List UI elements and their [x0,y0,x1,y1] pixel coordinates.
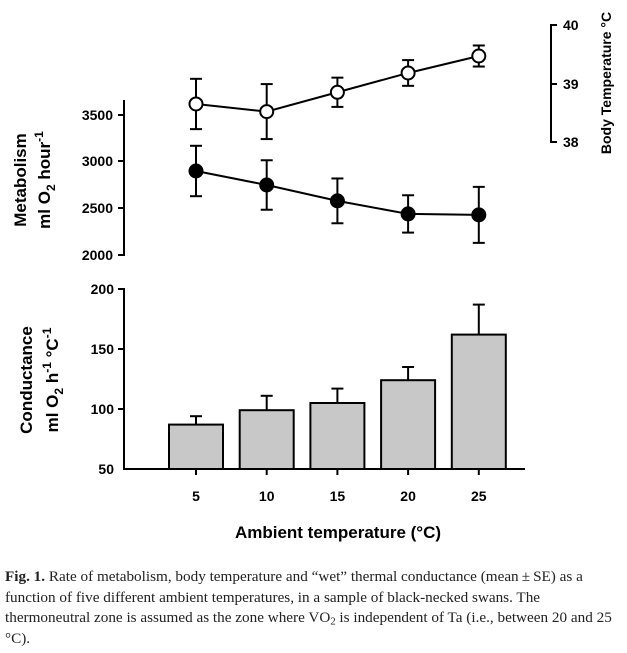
conductance-axis-unit: ml O2 h-1 °C-1 [40,327,66,432]
x-tick-label: 15 [330,488,346,504]
x-tick-label: 10 [259,488,275,504]
figure-label: Fig. 1. [5,568,46,585]
conductance-tick-label: 100 [91,401,115,417]
metabolism-tick-label: 2500 [82,200,113,216]
caption-text: Rate of metabolism, body temperature and… [5,568,583,627]
x-tick-label: 25 [471,488,487,504]
figure-chart: 3500 3000 2500 2000 Metabolism ml O2 hou… [11,12,614,542]
body-temperature-tick-label: 38 [563,134,579,150]
body-temperature-point [329,84,345,100]
x-tick-label: 5 [192,488,200,504]
conductance-axis-label: Conductance [17,326,36,434]
body-temperature-point [400,65,416,81]
conductance-error-bar [260,394,273,411]
body-temperature-point [471,48,487,64]
body-temperature-axis-label: Body Temperature °C [598,12,614,154]
conductance-error-bar [402,366,415,381]
metabolism-tick-label: 2000 [82,247,113,263]
conductance-bar [168,423,224,471]
metabolism-point [188,163,204,179]
body-temperature-tick-label: 40 [563,17,579,33]
conductance-tick-label: 150 [91,341,115,357]
conductance-bar [380,379,437,471]
metabolism-point [400,206,416,222]
metabolism-point [329,193,345,209]
x-tick-label: 20 [400,488,416,504]
conductance-bars: 5 10 15 20 25 [168,303,507,504]
metabolism-tick-label: 3000 [82,153,113,169]
metabolism-point [471,207,487,223]
metabolism-y-axis: 3500 3000 2500 2000 [82,100,125,263]
conductance-tick-label: 200 [91,281,115,297]
metabolism-temperature-plot [188,44,487,244]
conductance-error-bar [472,303,485,335]
conductance-error-bar [190,415,202,425]
x-axis-label: Ambient temperature (°C) [235,523,441,542]
conductance-bar [238,409,295,471]
metabolism-axis-label: Metabolism [11,133,30,227]
metabolism-axis-unit: ml O2 hour-1 [32,131,58,229]
body-temperature-tick-label: 39 [563,76,579,92]
figure-caption: Fig. 1. Rate of metabolism, body tempera… [5,567,622,649]
conductance-error-bar [331,387,344,403]
body-temperature-point [188,96,204,112]
conductance-bar [309,402,366,470]
conductance-tick-label: 50 [98,461,114,477]
body-temperature-y-axis: 40 39 38 [550,17,579,150]
conductance-bar [450,333,507,470]
conductance-y-axis: 200 150 100 50 [91,281,125,477]
caption-subscript: 2 [330,616,336,628]
body-temperature-point [259,104,275,120]
metabolism-point [259,177,275,193]
metabolism-tick-label: 3500 [82,107,113,123]
caption-text-end: is independent of Ta (i.e., between 20 a… [5,609,612,647]
